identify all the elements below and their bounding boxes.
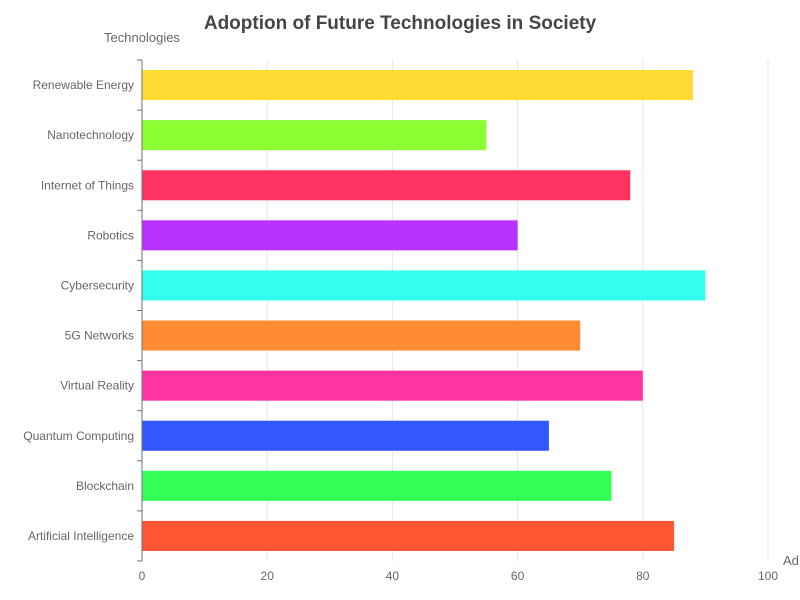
category-label-blockchain: Blockchain	[76, 479, 134, 493]
category-label-robotics: Robotics	[87, 228, 134, 242]
category-label-virtual-reality: Virtual Reality	[60, 379, 134, 393]
category-label-nanotechnology: Nanotechnology	[47, 128, 134, 142]
chart-title: Adoption of Future Technologies in Socie…	[204, 13, 597, 34]
category-label-renewable-energy: Renewable Energy	[33, 78, 134, 92]
x-tick-label-100: 100	[758, 569, 778, 583]
x-tick-label-20: 20	[261, 569, 275, 583]
x-tick-label-80: 80	[636, 569, 650, 583]
bar-5g-networks[interactable]	[142, 320, 581, 351]
labels: 0 20 40 60 80 100 Artificial Intelligence Block…	[23, 78, 778, 583]
axes	[137, 59, 143, 562]
y-axis-name: Technologies	[104, 30, 180, 45]
bar-robotics[interactable]	[142, 220, 518, 251]
bar-virtual-reality[interactable]	[142, 370, 643, 401]
category-label-5g-networks: 5G Networks	[65, 329, 134, 343]
bars	[142, 70, 706, 551]
category-label-artificial-intelligence: Artificial Intelligence	[28, 529, 134, 543]
category-label-cybersecurity: Cybersecurity	[61, 278, 134, 292]
x-tick-label-0: 0	[139, 569, 146, 583]
x-tick-label-40: 40	[386, 569, 400, 583]
category-label-internet-of-things: Internet of Things	[41, 178, 134, 192]
bar-internet-of-things[interactable]	[142, 170, 631, 201]
bar-nanotechnology[interactable]	[142, 120, 487, 151]
bar-artificial-intelligence[interactable]	[142, 520, 675, 551]
bar-blockchain[interactable]	[142, 470, 612, 501]
bar-renewable-energy[interactable]	[142, 70, 693, 101]
x-axis-name: Ad	[783, 553, 799, 568]
bar-quantum-computing[interactable]	[142, 420, 549, 451]
x-tick-label-60: 60	[511, 569, 525, 583]
bar-cybersecurity[interactable]	[142, 270, 706, 301]
category-label-quantum-computing: Quantum Computing	[23, 429, 134, 443]
